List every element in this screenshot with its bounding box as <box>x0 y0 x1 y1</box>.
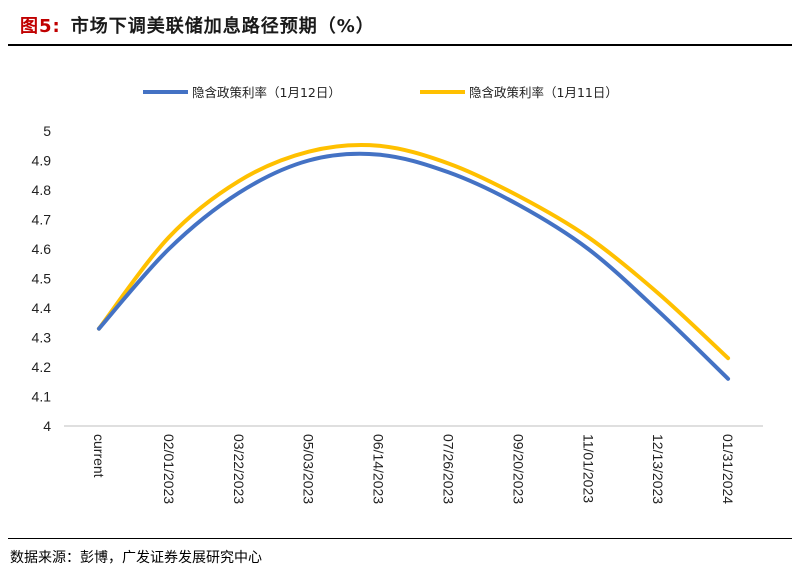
series-line-2 <box>96 143 731 361</box>
figure-title-text: 市场下调美联储加息路径预期（%） <box>70 16 375 37</box>
series-group <box>96 143 731 381</box>
legend-label-1: 隐含政策利率（1月12日） <box>192 85 341 100</box>
x-tick-label: 05/03/2023 <box>301 434 317 504</box>
y-tick-label: 4.2 <box>32 359 52 375</box>
figure-title: 图5: 市场下调美联储加息路径预期（%） <box>20 12 375 38</box>
x-tick-label: 09/20/2023 <box>510 434 526 504</box>
y-tick-label: 4.4 <box>32 300 52 316</box>
x-tick-label: 06/14/2023 <box>371 434 387 504</box>
y-tick-label: 4.8 <box>32 182 52 198</box>
y-tick-label: 4.6 <box>32 241 52 257</box>
x-tick-label: 12/13/2023 <box>650 434 666 504</box>
source-note: 数据来源：彭博，广发证券发展研究中心 <box>10 550 262 566</box>
x-tick-label: 11/01/2023 <box>580 434 596 503</box>
legend-label-2: 隐含政策利率（1月11日） <box>469 85 618 100</box>
y-tick-label: 4 <box>43 418 51 434</box>
series-line-1 <box>96 151 731 381</box>
y-tick-label: 4.7 <box>32 212 52 228</box>
x-tick-label: 07/26/2023 <box>440 434 456 504</box>
y-tick-label: 4.9 <box>32 153 52 169</box>
bottom-rule <box>8 538 792 539</box>
top-rule <box>8 44 792 46</box>
y-tick-label: 5 <box>43 123 51 139</box>
y-tick-label: 4.3 <box>32 330 52 346</box>
y-axis: 4 4.1 4.2 4.3 4.4 4.5 4.6 4.7 4.8 4.9 5 <box>32 123 52 434</box>
x-tick-label: 02/01/2023 <box>161 434 177 504</box>
y-tick-label: 4.5 <box>32 271 52 287</box>
x-tick-label: current <box>91 434 107 478</box>
x-tick-label: 03/22/2023 <box>231 434 247 504</box>
x-axis: current 02/01/2023 03/22/2023 05/03/2023 06/… <box>91 434 736 504</box>
legend: 隐含政策利率（1月12日） 隐含政策利率（1月11日） <box>143 85 618 100</box>
x-tick-label: 01/31/2024 <box>720 434 736 504</box>
figure-number: 图5: <box>20 16 61 37</box>
y-tick-label: 4.1 <box>32 389 52 405</box>
